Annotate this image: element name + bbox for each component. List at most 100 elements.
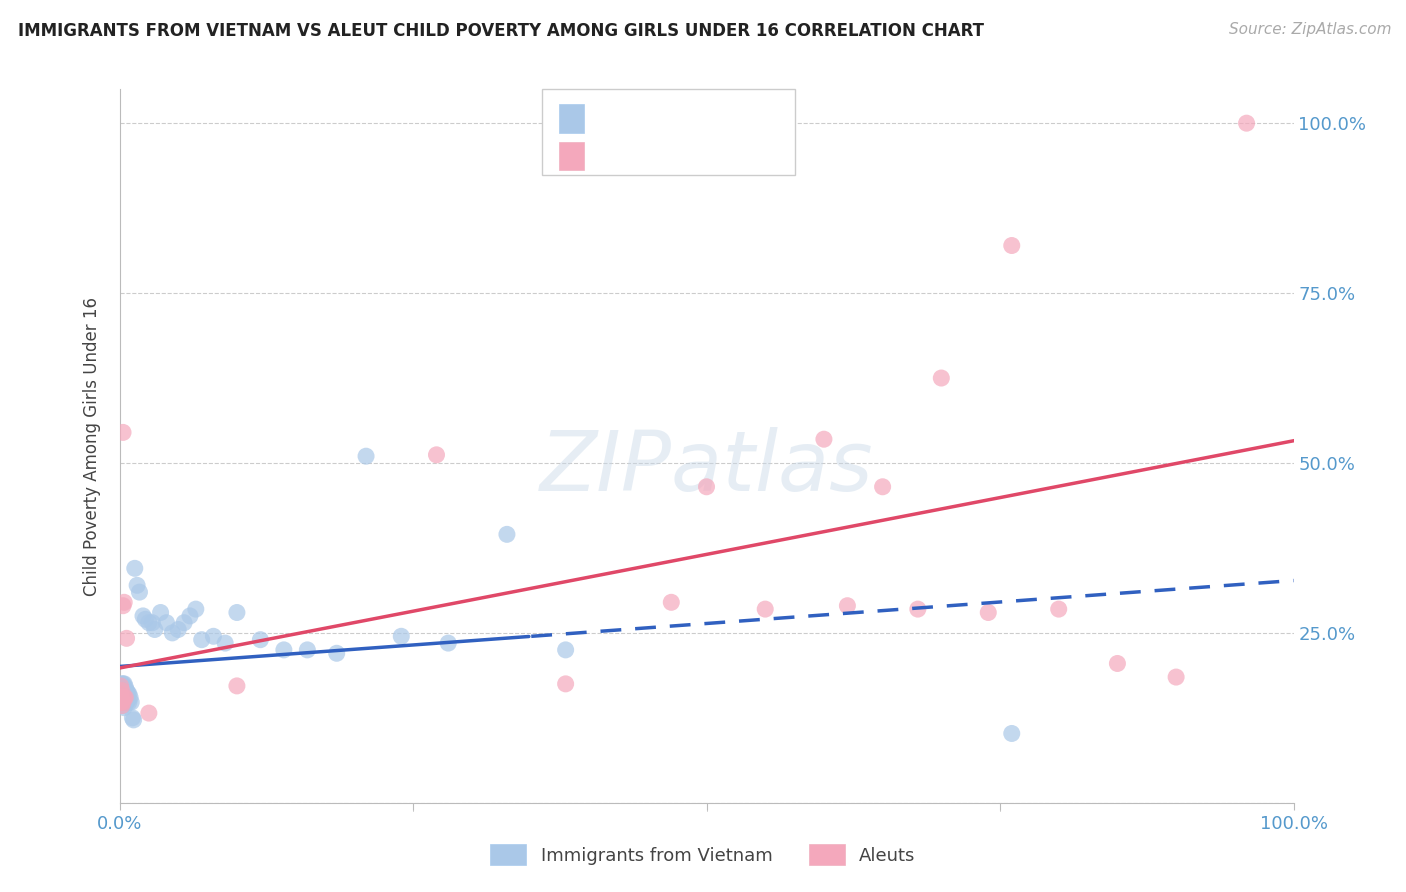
Point xyxy=(141,615,163,630)
Text: Source: ZipAtlas.com: Source: ZipAtlas.com xyxy=(1229,22,1392,37)
Point xyxy=(1164,670,1187,684)
Point xyxy=(111,677,134,691)
Point xyxy=(111,695,134,709)
Point xyxy=(162,626,184,640)
Point xyxy=(659,595,682,609)
Point xyxy=(110,695,132,709)
Point xyxy=(110,679,132,693)
Point xyxy=(872,480,894,494)
Y-axis label: Child Poverty Among Girls Under 16: Child Poverty Among Girls Under 16 xyxy=(83,296,101,596)
Point xyxy=(112,595,135,609)
Point xyxy=(112,690,135,705)
Point xyxy=(121,711,143,725)
Text: IMMIGRANTS FROM VIETNAM VS ALEUT CHILD POVERTY AMONG GIRLS UNDER 16 CORRELATION : IMMIGRANTS FROM VIETNAM VS ALEUT CHILD P… xyxy=(18,22,984,40)
Point xyxy=(173,615,195,630)
Point xyxy=(1047,602,1070,616)
Point xyxy=(437,636,460,650)
Point xyxy=(214,636,236,650)
Point xyxy=(111,687,134,701)
Point xyxy=(1107,657,1129,671)
Point xyxy=(114,690,136,705)
Point xyxy=(132,608,155,623)
Point xyxy=(127,578,149,592)
Text: ZIPatlas: ZIPatlas xyxy=(540,427,873,508)
Point xyxy=(124,561,146,575)
Point xyxy=(111,683,134,698)
Point xyxy=(138,706,160,720)
Legend: Immigrants from Vietnam, Aleuts: Immigrants from Vietnam, Aleuts xyxy=(481,835,925,874)
Point xyxy=(112,695,135,709)
Point xyxy=(112,686,135,700)
Point xyxy=(110,683,132,698)
Point xyxy=(112,695,135,709)
Point xyxy=(112,681,135,696)
Point xyxy=(118,687,141,701)
Point xyxy=(120,690,142,705)
Point xyxy=(837,599,859,613)
Point xyxy=(110,687,132,701)
Point xyxy=(115,632,138,646)
Point xyxy=(114,686,136,700)
Point xyxy=(110,690,132,705)
Point xyxy=(112,690,135,705)
Point xyxy=(249,632,271,647)
Point xyxy=(1236,116,1258,130)
Point xyxy=(190,632,212,647)
Point xyxy=(754,602,776,616)
Point xyxy=(813,432,835,446)
Point xyxy=(111,698,134,713)
Point xyxy=(114,680,136,694)
Point xyxy=(977,606,1000,620)
Point xyxy=(225,679,249,693)
Point xyxy=(111,683,134,698)
Point xyxy=(115,683,138,698)
Point xyxy=(115,695,138,709)
Point xyxy=(554,677,576,691)
Point xyxy=(112,677,135,691)
Point xyxy=(425,448,447,462)
Point xyxy=(111,690,134,705)
Text: R =  0.507: R = 0.507 xyxy=(599,145,703,164)
Point xyxy=(117,694,139,708)
Point xyxy=(184,602,207,616)
Text: R =  0.133: R = 0.133 xyxy=(599,107,703,126)
Point xyxy=(120,695,142,709)
Point xyxy=(138,615,160,630)
Point xyxy=(112,681,135,696)
Point xyxy=(128,585,150,599)
Point xyxy=(225,606,249,620)
Point xyxy=(155,615,177,630)
Point xyxy=(122,713,145,727)
Point xyxy=(907,602,929,616)
Point xyxy=(696,480,718,494)
Point xyxy=(273,643,295,657)
Point xyxy=(111,695,134,709)
Point xyxy=(931,371,953,385)
Point xyxy=(112,700,135,714)
Point xyxy=(389,629,412,643)
Point xyxy=(118,695,141,709)
Text: N = 63: N = 63 xyxy=(700,107,768,126)
Point xyxy=(112,677,135,691)
Point xyxy=(325,646,347,660)
Point xyxy=(111,690,134,705)
Point xyxy=(112,425,135,440)
Point xyxy=(115,689,138,703)
Point xyxy=(112,599,135,613)
Point xyxy=(143,623,166,637)
Point xyxy=(110,680,132,694)
Point xyxy=(134,612,156,626)
Point xyxy=(554,643,576,657)
Point xyxy=(1001,726,1024,740)
Point xyxy=(112,686,135,700)
Point xyxy=(149,606,172,620)
Point xyxy=(202,629,225,643)
Point xyxy=(110,690,132,705)
Point xyxy=(496,527,519,541)
Point xyxy=(354,449,377,463)
Point xyxy=(112,695,135,709)
Point xyxy=(117,686,139,700)
Point xyxy=(112,698,135,713)
Point xyxy=(112,690,135,705)
Text: N = 33: N = 33 xyxy=(700,145,768,164)
